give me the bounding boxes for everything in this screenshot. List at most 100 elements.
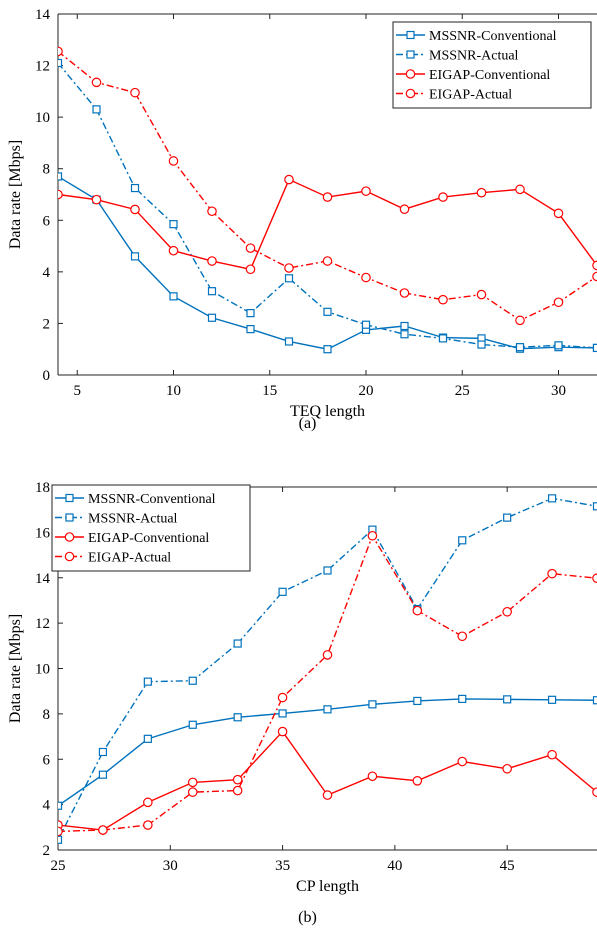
chart-a-point-eigap-conventional [553, 208, 564, 219]
chart-a-x-tick-label: 25 [455, 383, 470, 399]
chart-b-y-tick-label: 8 [43, 707, 51, 723]
chart-b-point-mssnr-conventional [323, 705, 332, 714]
chart-b-point-mssnr-actual [503, 513, 512, 522]
chart-b-point-eigap-actual [143, 820, 153, 830]
chart-a-point-mssnr-actual [284, 274, 294, 283]
chart-b-plot-area [58, 494, 597, 844]
chart-a: 5 10 15 20 25 30 0 2 4 6 8 10 12 14 TEQ length Data rat… [7, 7, 597, 432]
chart-b-point-eigap-actual [502, 606, 512, 617]
chart-b-legend-marker-eigap-actual [64, 551, 75, 562]
chart-a-legend-marker-eigap-actual [405, 88, 416, 99]
chart-b-point-eigap-conventional [232, 774, 243, 785]
chart-b-point-eigap-conventional [547, 749, 557, 760]
chart-a-point-mssnr-actual [592, 343, 597, 353]
chart-a-caption: (a) [299, 415, 317, 432]
chart-a-point-eigap-conventional [592, 260, 597, 271]
chart-a-point-mssnr-actual [207, 287, 217, 296]
chart-b-point-mssnr-conventional [547, 695, 557, 704]
chart-a-point-mssnr-actual [554, 341, 563, 350]
chart-b-point-eigap-conventional [502, 763, 512, 774]
chart-b-point-eigap-conventional [322, 790, 333, 800]
chart-a-point-eigap-actual [361, 272, 371, 283]
chart-a-point-mssnr-conventional [169, 292, 178, 301]
chart-b-x-tick-label: 45 [500, 858, 515, 874]
chart-a-point-eigap-conventional [476, 187, 487, 198]
chart-b-point-eigap-actual [322, 650, 333, 660]
chart-b-point-eigap-actual [98, 825, 108, 835]
chart-b-point-eigap-conventional [592, 787, 597, 797]
chart-b-point-eigap-conventional [367, 771, 378, 782]
chart-a-point-eigap-actual [168, 156, 179, 166]
chart-b-point-eigap-actual [277, 692, 288, 703]
chart-b-point-mssnr-actual [278, 587, 287, 596]
chart-a-point-eigap-actual [207, 206, 217, 217]
chart-a-x-tick-label: 10 [166, 383, 181, 399]
chart-b-point-mssnr-conventional [592, 696, 597, 705]
chart-a-y-tick-label: 0 [43, 368, 51, 384]
chart-a-legend: MSSNR-Conventional MSSNR-Actual EIGAP-Conv… [392, 21, 592, 109]
chart-a-point-mssnr-actual [361, 320, 371, 329]
chart-b-point-eigap-actual [457, 631, 468, 642]
chart-b-x-axis-label: CP length [296, 878, 359, 895]
chart-b-legend-box [51, 484, 251, 572]
chart-a-point-eigap-conventional [58, 189, 63, 200]
chart-a-y-axis-label: Data rate [Mbps] [7, 140, 24, 249]
chart-a-point-eigap-actual [322, 256, 333, 266]
chart-a-point-eigap-conventional [130, 204, 140, 215]
chart-a-x-tick-label: 5 [74, 383, 82, 399]
chart-b-point-mssnr-conventional [58, 801, 63, 810]
chart-b-point-eigap-actual [367, 530, 378, 541]
chart-a-point-eigap-actual [438, 294, 448, 305]
chart-a-point-eigap-actual [553, 297, 564, 308]
chart-a-point-eigap-conventional [361, 186, 371, 196]
chart-a-point-eigap-actual [245, 243, 256, 253]
chart-a-point-mssnr-actual [438, 334, 448, 343]
chart-b-legend-label-eigap-actual: EIGAP-Actual [88, 551, 171, 566]
chart-b-point-eigap-actual [547, 568, 557, 579]
chart-a-point-mssnr-actual [92, 105, 101, 114]
chart-a-point-mssnr-conventional [400, 321, 409, 331]
chart-a-point-mssnr-conventional [246, 325, 255, 334]
chart-a-point-eigap-conventional [245, 264, 256, 275]
chart-b-point-mssnr-conventional [368, 700, 377, 709]
chart-b-point-mssnr-conventional [98, 770, 108, 779]
chart-b-y-tick-label: 16 [35, 525, 51, 541]
chart-b-y-tick-label: 4 [43, 798, 51, 814]
chart-b-point-eigap-actual [592, 573, 597, 584]
chart-a-point-eigap-actual [91, 77, 102, 88]
chart-a-y-tick-label: 6 [43, 213, 51, 229]
chart-b-point-mssnr-conventional [413, 696, 422, 706]
chart-b-legend-marker-mssnr-actual [65, 513, 74, 522]
chart-a-point-eigap-conventional [284, 174, 294, 185]
chart-b-point-eigap-conventional [277, 726, 288, 737]
chart-a-point-eigap-actual [284, 263, 294, 273]
chart-a-legend-label-eigap-conventional: EIGAP-Conventional [429, 68, 550, 83]
chart-b-legend: MSSNR-Conventional MSSNR-Actual EIGAP-Conv… [51, 484, 251, 572]
chart-b-x-tick-label: 40 [387, 858, 402, 874]
chart-b-legend-label-eigap-conventional: EIGAP-Conventional [88, 531, 209, 546]
chart-b-y-tick-label: 2 [43, 843, 51, 859]
chart-b-series-line-eigap-actual [58, 534, 597, 833]
chart-a-legend-box [392, 21, 592, 109]
chart-b-point-eigap-actual [58, 826, 63, 837]
chart-a-point-mssnr-conventional [207, 313, 217, 322]
chart-a-point-eigap-conventional [168, 245, 179, 256]
chart-b-point-mssnr-actual [188, 676, 197, 685]
chart-b-point-eigap-conventional [187, 777, 198, 788]
chart-b-point-mssnr-actual [98, 747, 108, 757]
chart-b-legend-label-mssnr-conventional: MSSNR-Conventional [88, 492, 216, 507]
chart-a-point-mssnr-actual [323, 307, 332, 316]
chart-b-legend-marker-mssnr-conventional [65, 493, 74, 503]
chart-b-point-mssnr-actual [323, 566, 332, 575]
chart-b-point-mssnr-actual [143, 677, 152, 686]
chart-a-y-tick-label: 2 [43, 316, 51, 332]
chart-b-x-tick-label: 35 [275, 858, 290, 874]
chart-b-x-tick-label: 30 [163, 858, 178, 874]
chart-a-point-eigap-conventional [515, 184, 525, 195]
chart-a-point-eigap-conventional [207, 256, 217, 266]
chart-a-point-mssnr-actual [477, 340, 486, 349]
chart-a-y-tick-label: 4 [43, 265, 51, 281]
chart-a-point-mssnr-conventional [130, 252, 140, 261]
chart-a-y-tick-label: 14 [35, 7, 51, 23]
